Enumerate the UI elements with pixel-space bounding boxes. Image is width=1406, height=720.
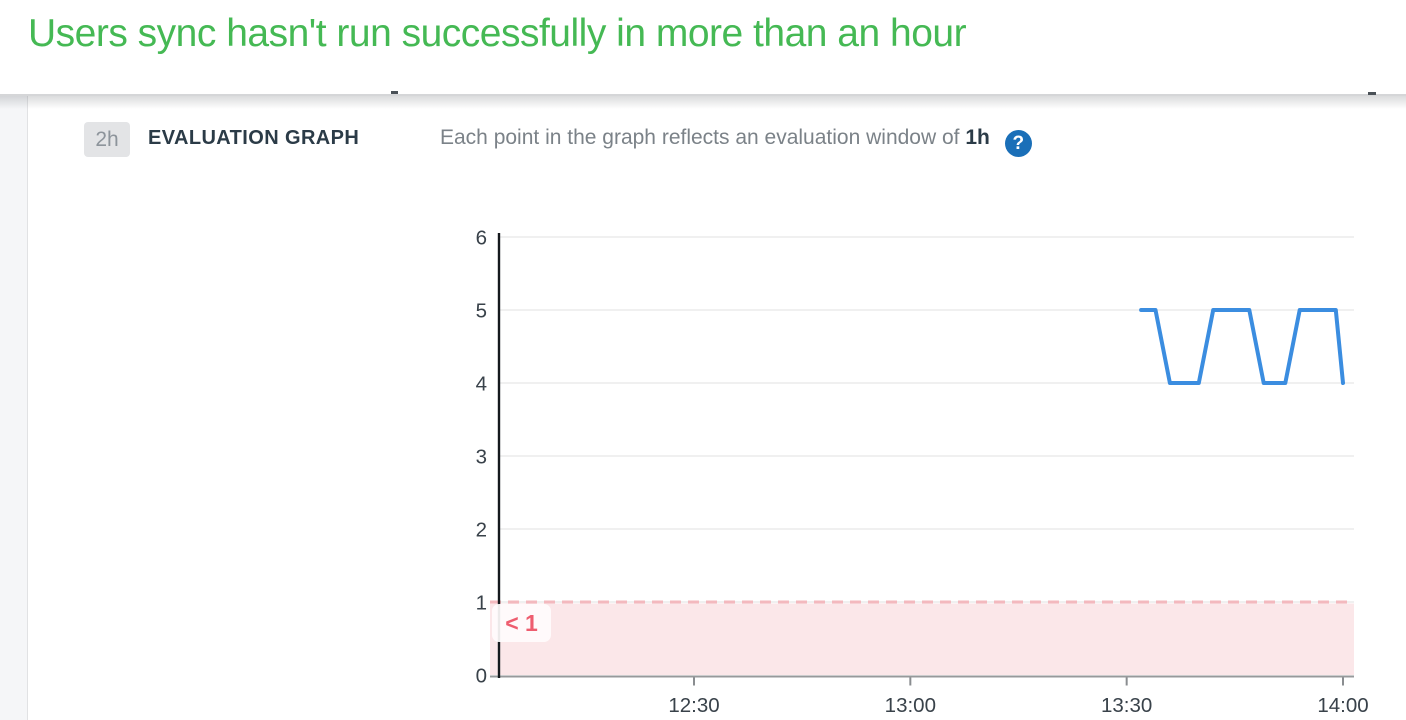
- evaluation-window-badge: 2h: [84, 122, 130, 157]
- y-axis-label: 0: [476, 665, 487, 688]
- y-axis-label: 3: [476, 446, 487, 469]
- evaluation-description: Each point in the graph reflects an eval…: [440, 126, 1032, 157]
- y-axis-label: 2: [476, 519, 487, 542]
- y-axis-label: 1: [476, 592, 487, 615]
- x-axis-label: 12:30: [668, 694, 719, 717]
- threshold-region: [490, 603, 1354, 675]
- series-line: [1139, 308, 1345, 385]
- evaluation-description-text: Each point in the graph reflects an eval…: [440, 126, 960, 149]
- evaluation-section-label: EVALUATION GRAPH: [148, 127, 360, 149]
- x-axis-label: 14:00: [1317, 694, 1368, 717]
- y-axis-label: 6: [476, 227, 487, 250]
- page-title: Users sync hasn't run successfully in mo…: [28, 12, 967, 55]
- x-axis-label: 13:30: [1101, 694, 1152, 717]
- y-axis-label: 4: [476, 373, 487, 396]
- x-axis-label: 13:00: [885, 694, 936, 717]
- threshold-label-chip: < 1: [492, 604, 551, 642]
- left-gutter: [0, 96, 28, 720]
- cutoff-artifact: [391, 91, 398, 94]
- evaluation-window-value: 1h: [965, 126, 990, 149]
- y-axis-label: 5: [476, 300, 487, 323]
- alert-title-bar: Users sync hasn't run successfully in mo…: [0, 0, 1406, 94]
- header-divider: [0, 94, 1406, 96]
- cutoff-artifact: [1368, 92, 1376, 95]
- help-icon[interactable]: ?: [1004, 130, 1032, 157]
